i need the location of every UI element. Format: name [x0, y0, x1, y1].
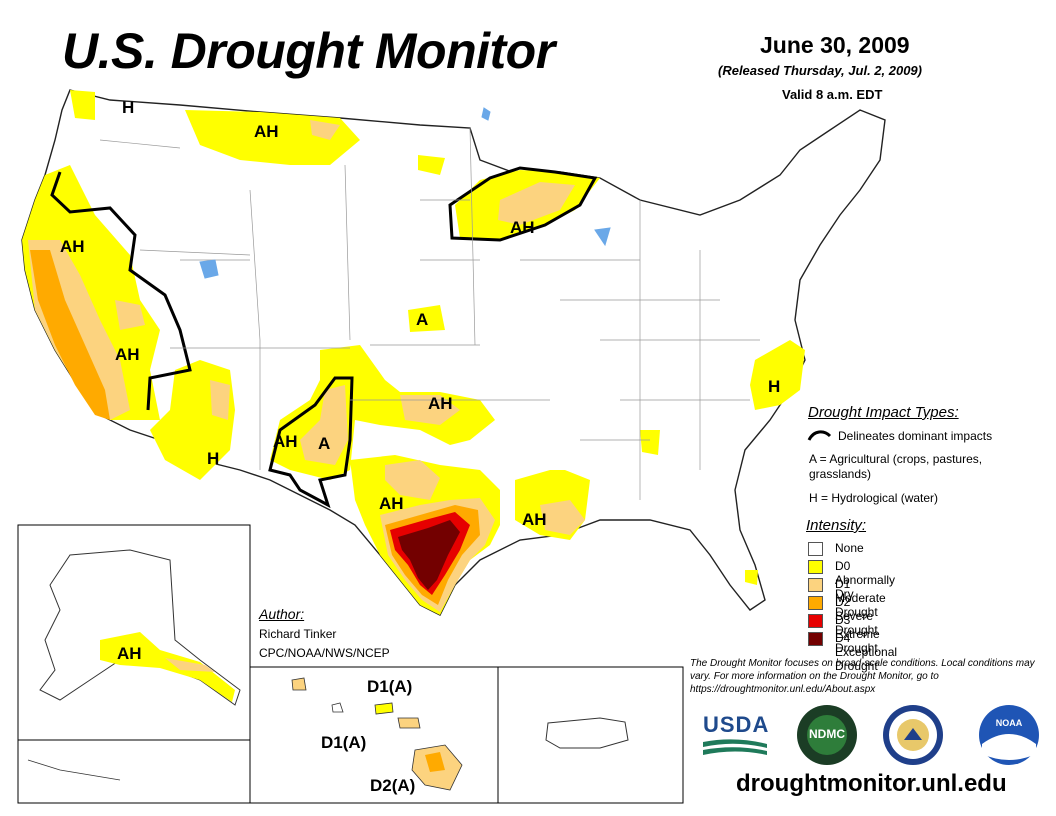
hawaii-inset — [249, 666, 499, 804]
label-hawaii-north: D1(A) — [367, 677, 413, 696]
ndmc-logo: NDMC — [796, 704, 858, 766]
conus-outline — [21, 89, 886, 616]
swatch-d2 — [808, 596, 823, 610]
legend-line-icon — [807, 430, 832, 441]
ndmc-seal-icon — [797, 705, 857, 765]
drought-areas — [22, 90, 805, 615]
impact-lines — [50, 166, 598, 509]
label-arizona: H — [207, 449, 220, 468]
label-texas: AH — [379, 494, 404, 513]
alaska-inset — [17, 524, 251, 804]
legend-label-d4: D4 Exceptional Drought — [835, 631, 898, 673]
label-minnesota: AH — [510, 218, 535, 237]
commerce-seal — [882, 704, 944, 766]
usda-logo-text: USDA — [703, 712, 770, 737]
author-heading: Author: — [259, 606, 305, 622]
footnote: The Drought Monitor focuses on broad-sca… — [690, 658, 1035, 695]
usda-swoosh-icon — [703, 739, 767, 755]
label-ca-central: AH — [115, 345, 140, 364]
puerto-rico-inset — [497, 666, 684, 804]
legend-label-d1: D1 Moderate Drought — [835, 577, 886, 619]
swatch-none — [808, 542, 823, 556]
label-alaska: AH — [117, 644, 142, 663]
usda-logo: USDA — [703, 712, 770, 760]
label-louisiana: AH — [522, 510, 547, 529]
swatch-d3 — [808, 614, 823, 628]
author-organization: CPC/NOAA/NWS/NCEP — [259, 646, 390, 660]
label-north-carolina: H — [768, 377, 781, 396]
swatch-d1 — [808, 578, 823, 592]
noaa-logo-text: NOAA — [995, 718, 1023, 728]
label-pnw: H — [122, 98, 135, 117]
impact-line-description: Delineates dominant impacts — [838, 429, 993, 443]
author-name: Richard Tinker — [259, 627, 337, 641]
legend-label-d0: D0 Abnormally Dry — [835, 559, 896, 601]
noaa-logo: NOAA — [978, 704, 1040, 766]
label-nm-west: AH — [273, 432, 298, 451]
label-hawaii-big-island: D2(A) — [370, 776, 416, 795]
ndmc-logo-text: NDMC — [809, 727, 845, 741]
hydrological-definition: H = Hydrological (water) — [809, 491, 939, 505]
legend-label-d2: D2 Severe Drought — [835, 595, 878, 637]
impact-legend-title: Drought Impact Types: — [808, 404, 959, 421]
label-kansas: A — [416, 310, 429, 329]
commerce-eagle-icon — [883, 705, 943, 765]
label-ca-north: AH — [60, 237, 85, 256]
valid-time: Valid 8 a.m. EDT — [782, 87, 883, 102]
label-nm-east: A — [318, 434, 331, 453]
map-title: U.S. Drought Monitor — [62, 23, 555, 79]
label-oklahoma: AH — [428, 394, 453, 413]
legend-label-none: None — [835, 541, 864, 555]
swatch-d0 — [808, 560, 823, 574]
map-date: June 30, 2009 — [760, 32, 910, 58]
website-url[interactable]: droughtmonitor.unl.edu — [736, 770, 1007, 797]
label-north-rockies: AH — [254, 122, 279, 141]
agricultural-definition: A = Agricultural (crops, pastures, grass… — [809, 452, 983, 481]
intensity-legend-title: Intensity: — [806, 517, 867, 534]
legend-label-d3: D3 Extreme Drought — [835, 613, 880, 655]
label-hawaii-west: D1(A) — [321, 733, 367, 752]
release-date: (Released Thursday, Jul. 2, 2009) — [718, 63, 922, 78]
water-features — [199, 107, 611, 279]
noaa-bird-icon — [979, 705, 1039, 765]
swatch-d4 — [808, 632, 823, 646]
